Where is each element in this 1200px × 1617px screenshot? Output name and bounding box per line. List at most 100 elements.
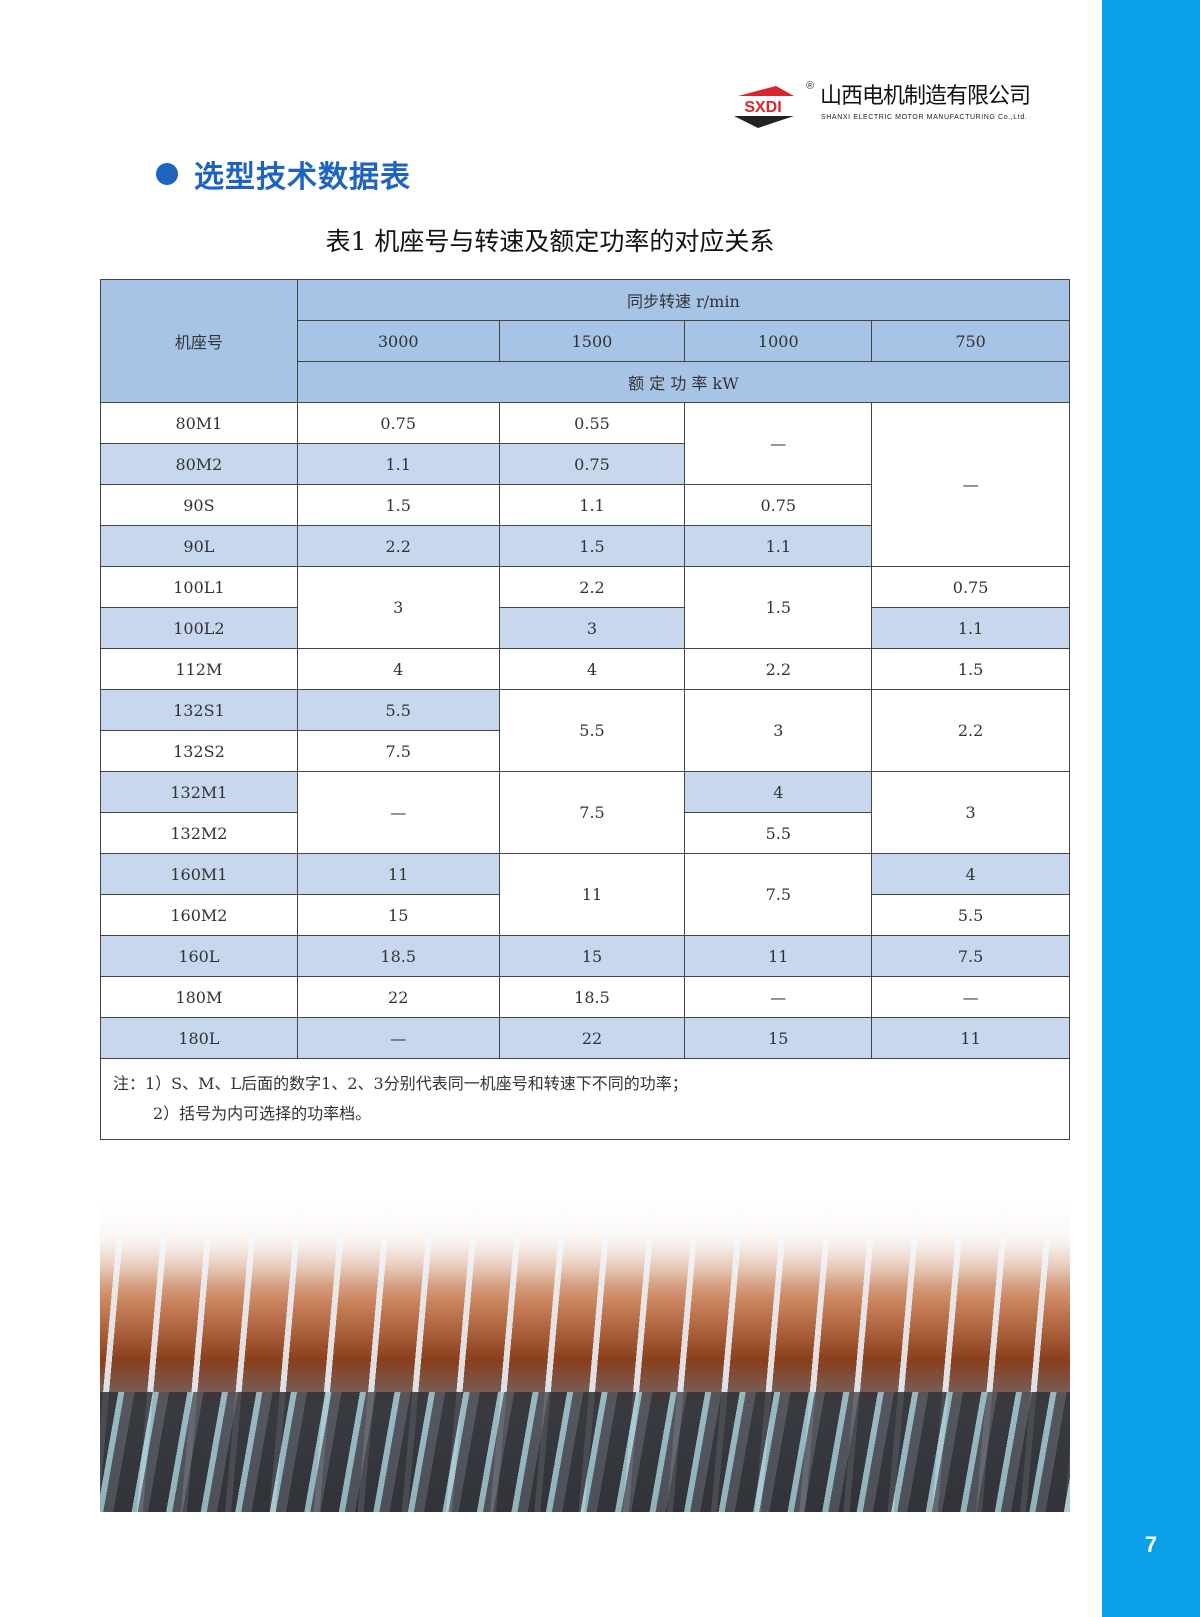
power-cell: 1.5 bbox=[296, 484, 500, 526]
power-cell: 7.5 bbox=[871, 935, 1070, 977]
power-cell: 4 bbox=[498, 648, 686, 690]
power-cell: 7.5 bbox=[498, 771, 686, 854]
frame-cell: 160L bbox=[100, 935, 298, 977]
power-cell: 18.5 bbox=[296, 935, 500, 977]
power-cell: 4 bbox=[296, 648, 500, 690]
side-color-bar bbox=[1102, 0, 1200, 1617]
power-cell: — bbox=[296, 771, 500, 854]
note-line: 注：1）S、M、L后面的数字1、2、3分别代表同一机座号和转速下不同的功率； bbox=[113, 1074, 688, 1093]
power-cell: — bbox=[871, 976, 1070, 1018]
header-speed: 同步转速 r/min bbox=[296, 279, 1071, 321]
company-name-cn: 山西电机制造有限公司 bbox=[820, 84, 1031, 109]
power-cell: 4 bbox=[684, 771, 873, 813]
frame-cell: 90L bbox=[100, 525, 298, 567]
power-cell: 15 bbox=[498, 935, 686, 977]
power-cell: 1.1 bbox=[296, 443, 500, 485]
svg-text:SXDI: SXDI bbox=[744, 99, 781, 116]
frame-cell: 132S1 bbox=[100, 689, 298, 731]
header-speed-value: 3000 bbox=[296, 320, 500, 362]
stator-winding-photo bbox=[100, 1175, 1070, 1512]
power-cell: 5.5 bbox=[871, 894, 1070, 936]
table-row: 100L2 3 1.1 bbox=[100, 607, 1070, 649]
header-power: 额 定 功 率 kW bbox=[296, 361, 1071, 403]
power-cell: 5.5 bbox=[296, 689, 500, 731]
power-cell: 5.5 bbox=[684, 812, 873, 854]
frame-cell: 160M2 bbox=[100, 894, 298, 936]
power-cell: — bbox=[684, 976, 873, 1018]
power-cell: 0.55 bbox=[498, 402, 686, 444]
power-cell: 15 bbox=[296, 894, 500, 936]
power-cell: 4 bbox=[871, 853, 1070, 895]
table-row: 160M1 11 11 7.5 4 bbox=[100, 853, 1070, 936]
power-cell: 2.2 bbox=[684, 648, 873, 690]
table-notes: 注：1）S、M、L后面的数字1、2、3分别代表同一机座号和转速下不同的功率； 2… bbox=[100, 1058, 1070, 1140]
power-cell: 0.75 bbox=[498, 443, 686, 485]
header-speed-value: 1000 bbox=[684, 320, 873, 362]
table-row: 132S2 7.5 bbox=[100, 730, 1070, 772]
power-cell: 7.5 bbox=[296, 730, 500, 772]
table-row: 80M1 0.75 0.55— — bbox=[100, 402, 1070, 567]
power-cell: 3 bbox=[871, 771, 1070, 854]
power-cell: 11 bbox=[871, 1017, 1070, 1059]
frame-cell: 100L1 bbox=[100, 566, 298, 608]
power-cell: 3 bbox=[498, 607, 686, 649]
power-cell: 11 bbox=[296, 853, 500, 895]
company-logo: SXDI ® 山西电机制造有限公司 SHANXI ELECTRIC MOTOR … bbox=[728, 80, 1048, 130]
frame-cell: 132M2 bbox=[100, 812, 298, 854]
power-cell: 1.5 bbox=[498, 525, 686, 567]
frame-cell: 132M1 bbox=[100, 771, 298, 813]
table-row: 132S1 5.5 5.5 3 2.2 bbox=[100, 689, 1070, 772]
company-name-en: SHANXI ELECTRIC MOTOR MANUFACTURING Co.,… bbox=[821, 114, 1028, 121]
table-row: 112M 4 4 2.2 1.5 bbox=[100, 648, 1070, 690]
table-title: 表1 机座号与转速及额定功率的对应关系 bbox=[325, 227, 775, 256]
header-speed-value: 1500 bbox=[498, 320, 686, 362]
frame-cell: 132S2 bbox=[100, 730, 298, 772]
power-cell: 2.2 bbox=[296, 525, 500, 567]
note-line: 2）括号为内可选择的功率档。 bbox=[153, 1104, 372, 1123]
header-speed-value: 750 bbox=[871, 320, 1070, 362]
frame-cell: 180M bbox=[100, 976, 298, 1018]
frame-cell: 160M1 bbox=[100, 853, 298, 895]
power-cell: 1.1 bbox=[684, 525, 873, 567]
frame-cell: 90S bbox=[100, 484, 298, 526]
power-cell: 1.1 bbox=[498, 484, 686, 526]
power-cell: 1.5 bbox=[684, 566, 873, 649]
power-cell: 3 bbox=[684, 689, 873, 772]
power-cell: — bbox=[296, 1017, 500, 1059]
table-row: 160L 18.5 15 11 7.5 bbox=[100, 935, 1070, 977]
bullet-icon bbox=[156, 163, 178, 185]
frame-cell: 112M bbox=[100, 648, 298, 690]
power-cell: 0.75 bbox=[684, 484, 873, 526]
power-cell: 11 bbox=[684, 935, 873, 977]
table-row: 132M1—7.5 4 3 bbox=[100, 771, 1070, 854]
table-row: 100L1 3 2.2 1.5 0.75 bbox=[100, 566, 1070, 649]
power-cell: — bbox=[684, 402, 873, 485]
frame-cell: 80M1 bbox=[100, 402, 298, 444]
power-cell: 5.5 bbox=[498, 689, 686, 772]
power-cell: 0.75 bbox=[871, 566, 1070, 608]
power-cell: 22 bbox=[296, 976, 500, 1018]
table-row: 132M2 5.5 bbox=[100, 812, 1070, 854]
section-title: 选型技术数据表 bbox=[194, 160, 411, 195]
frame-cell: 180L bbox=[100, 1017, 298, 1059]
registered-mark: ® bbox=[806, 80, 815, 92]
header-frame: 机座号 bbox=[100, 279, 298, 403]
power-cell: 15 bbox=[684, 1017, 873, 1059]
table-row: 80M2 1.1 0.75 bbox=[100, 443, 1070, 485]
power-cell: 3 bbox=[296, 566, 500, 649]
table-row: 90S 1.5 1.1 0.75 bbox=[100, 484, 1070, 526]
sxdi-logo-icon: SXDI bbox=[730, 86, 796, 128]
power-cell: 11 bbox=[498, 853, 686, 936]
power-cell: — bbox=[871, 402, 1070, 567]
power-cell: 18.5 bbox=[498, 976, 686, 1018]
frame-cell: 80M2 bbox=[100, 443, 298, 485]
power-cell: 2.2 bbox=[871, 689, 1070, 772]
power-cell: 1.1 bbox=[871, 607, 1070, 649]
table-row: 180L —22 15 11 bbox=[100, 1017, 1070, 1059]
frame-cell: 100L2 bbox=[100, 607, 298, 649]
power-cell: 1.5 bbox=[871, 648, 1070, 690]
power-cell: 0.75 bbox=[296, 402, 500, 444]
table-row: 180M 22 18.5— — bbox=[100, 976, 1070, 1018]
page-number: 7 bbox=[1144, 1532, 1158, 1557]
power-cell: 22 bbox=[498, 1017, 686, 1059]
